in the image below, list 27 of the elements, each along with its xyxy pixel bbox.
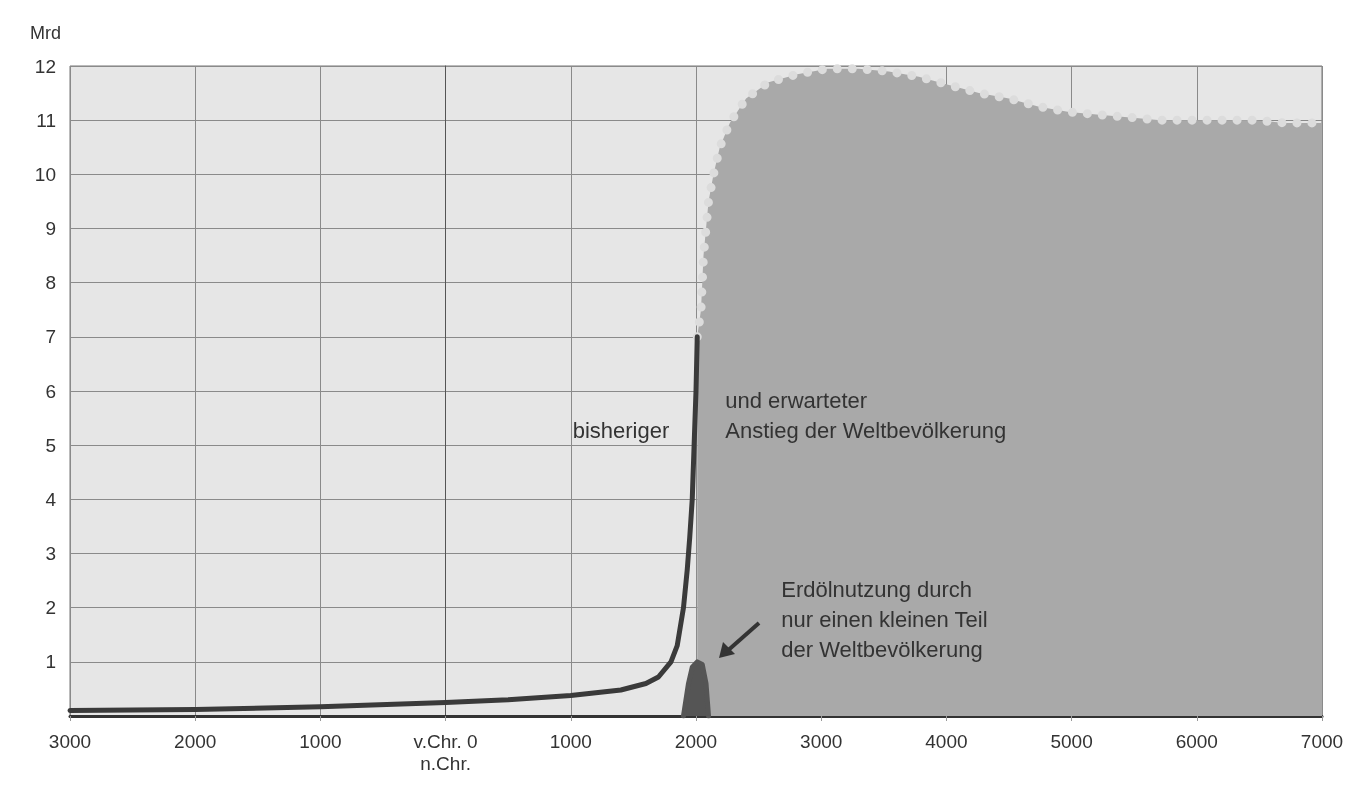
y-tick-label: 2 [45, 597, 56, 619]
y-tick-label: 9 [45, 218, 56, 239]
annotation: bisheriger [572, 417, 670, 443]
x-tick-label: 1000 [549, 730, 592, 752]
y-tick-label: 7 [45, 326, 56, 348]
y-tick-label: 4 [45, 488, 57, 510]
y-axis-title: Mrd [30, 23, 61, 43]
y-tick-label: 8 [45, 272, 56, 294]
x-tick-label: 5000 [1050, 730, 1093, 752]
annotation: und erwarteter Anstieg der Weltbevölkerung [725, 387, 1007, 443]
x-tick-label: 7000 [1300, 730, 1344, 752]
y-tick-label: 3 [45, 543, 56, 564]
y-tick-label: 12 [34, 55, 56, 77]
annotation: Erdölnutzung durch nur einen kleinen Teil der Weltbevölkerung [781, 576, 988, 662]
x-tick-label: v.Chr. 0 n.Chr. [413, 730, 478, 774]
y-tick-label: 11 [36, 109, 56, 131]
y-tick-label: 5 [45, 434, 56, 456]
y-tick-label: 6 [45, 380, 56, 402]
x-tick-label: 2000 [674, 730, 718, 752]
y-tick-label: 10 [34, 163, 56, 185]
x-tick-label: 3000 [48, 730, 92, 752]
x-tick-label: 4000 [925, 730, 968, 752]
x-tick-label: 2000 [174, 730, 217, 752]
x-tick-label: 1000 [299, 730, 342, 752]
y-tick-label: 1 [45, 651, 56, 673]
x-tick-label: 6000 [1175, 730, 1218, 752]
x-tick-label: 3000 [800, 730, 843, 752]
